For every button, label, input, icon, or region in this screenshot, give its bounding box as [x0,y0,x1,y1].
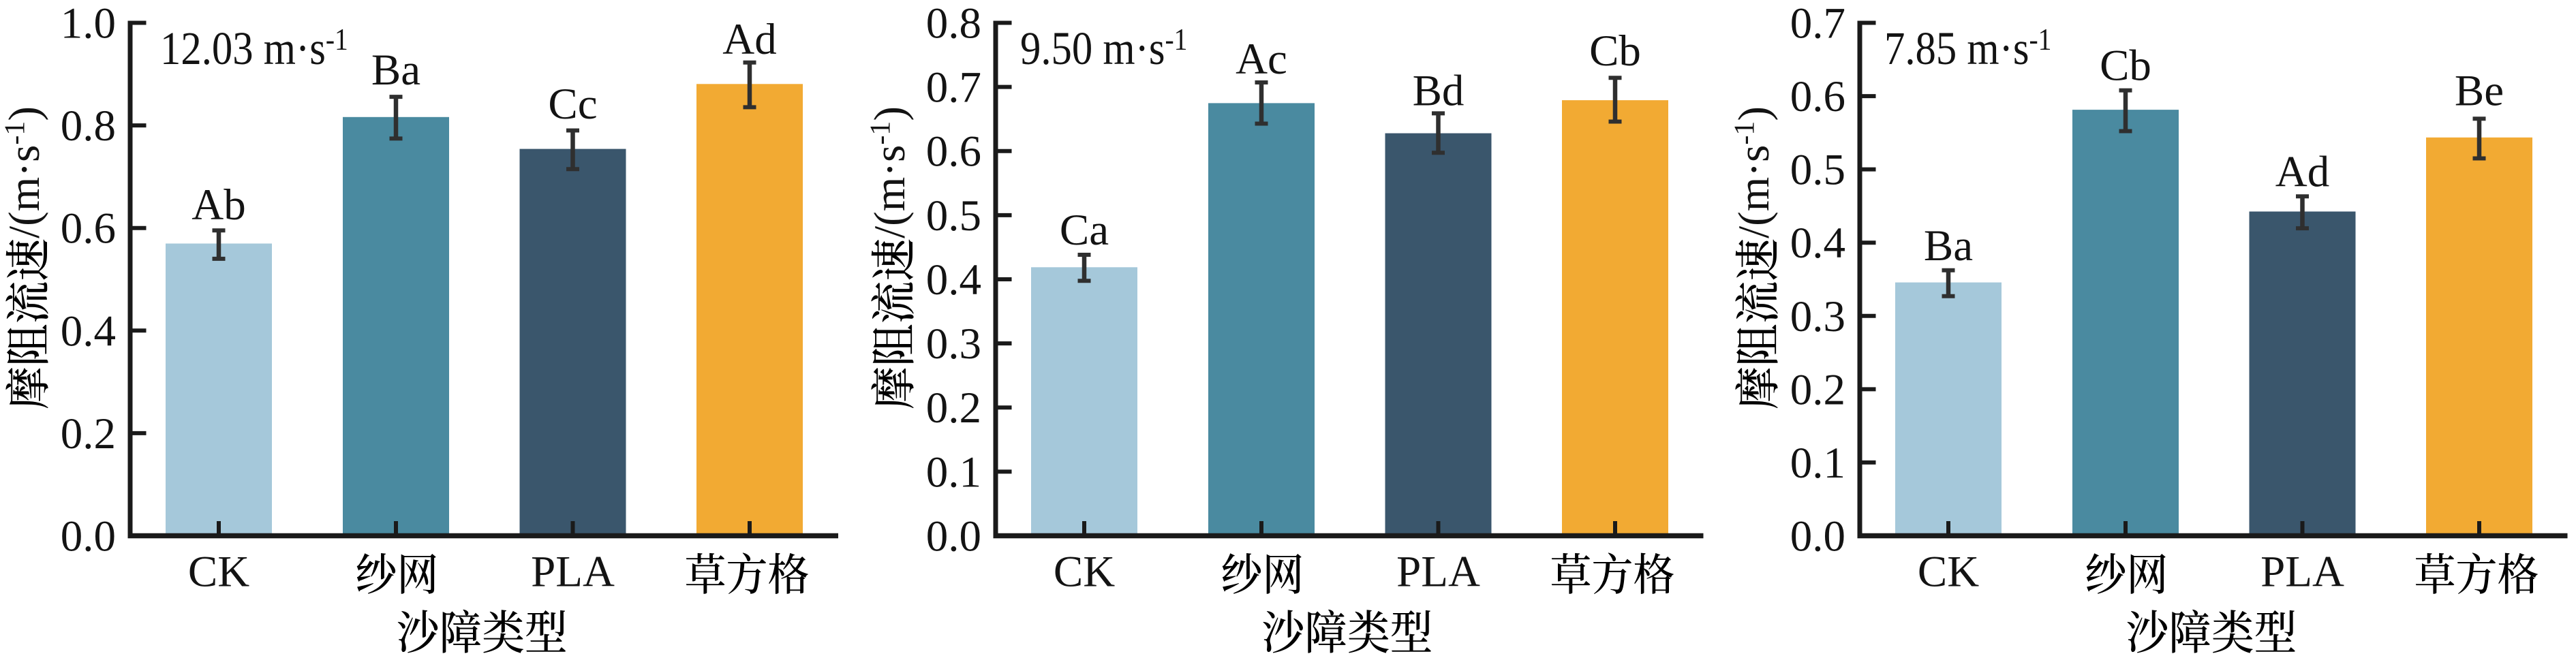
svg-text:0.4: 0.4 [926,255,981,304]
svg-text:12.03 m·s-1: 12.03 m·s-1 [160,22,348,74]
svg-text:0.1: 0.1 [926,448,981,497]
svg-text:Ba: Ba [371,46,420,95]
svg-text:0.3: 0.3 [926,319,981,369]
svg-text:Cc: Cc [548,80,597,129]
svg-text:7.85 m·s-1: 7.85 m·s-1 [1884,22,2051,74]
svg-text:PLA: PLA [1396,548,1480,597]
svg-text:0.2: 0.2 [926,384,981,433]
svg-text:0.6: 0.6 [61,204,116,253]
svg-text:0.4: 0.4 [61,307,116,356]
svg-text:PLA: PLA [2260,548,2344,597]
svg-text:/(m·s-1): /(m·s-1) [0,106,49,238]
svg-text:0.5: 0.5 [1790,146,1845,195]
svg-text:Bd: Bd [1413,66,1465,115]
svg-text:0.7: 0.7 [1790,0,1845,48]
svg-text:0.4: 0.4 [1790,219,1845,268]
svg-text:Ca: Ca [1060,206,1109,255]
svg-text:Ab: Ab [191,181,245,230]
svg-text:Cb: Cb [1589,27,1641,76]
svg-text:Cb: Cb [2100,42,2151,91]
svg-text:0.0: 0.0 [1790,512,1845,561]
svg-text:9.50 m·s-1: 9.50 m·s-1 [1020,22,1187,74]
svg-text:0.8: 0.8 [61,101,116,151]
svg-text:0.7: 0.7 [926,63,981,112]
svg-text:Ac: Ac [1236,35,1287,84]
svg-text:1.0: 1.0 [61,0,116,48]
svg-text:0.3: 0.3 [1790,292,1845,341]
svg-text:0.1: 0.1 [1790,439,1845,488]
svg-text:0.5: 0.5 [926,191,981,240]
svg-text:PLA: PLA [531,548,615,597]
svg-text:0.6: 0.6 [926,127,981,176]
svg-text:CK: CK [1054,548,1115,597]
svg-text:Ba: Ba [1924,221,1973,270]
svg-text:Be: Be [2455,66,2504,115]
svg-text:Ad: Ad [722,15,776,64]
svg-text:Ad: Ad [2275,147,2329,196]
svg-text:CK: CK [188,548,249,597]
svg-text:CK: CK [1918,548,1979,597]
svg-text:0.2: 0.2 [61,409,116,458]
svg-text:0.2: 0.2 [1790,365,1845,414]
svg-text:0.8: 0.8 [926,0,981,48]
svg-text:0.6: 0.6 [1790,72,1845,121]
svg-text:0.0: 0.0 [61,512,116,561]
svg-text:0.0: 0.0 [926,512,981,561]
